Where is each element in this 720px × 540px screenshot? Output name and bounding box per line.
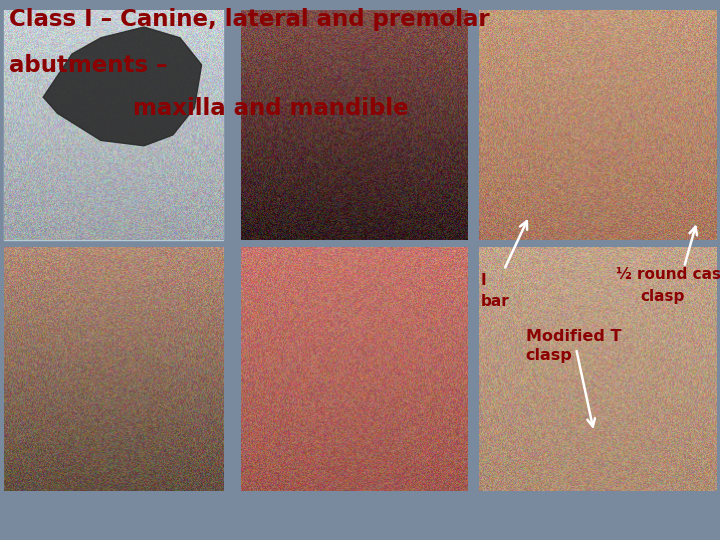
Text: bar: bar <box>481 294 510 309</box>
Polygon shape <box>43 27 202 146</box>
Bar <box>4 11 223 240</box>
Text: Class I – Canine, lateral and premolar: Class I – Canine, lateral and premolar <box>9 8 490 31</box>
Text: clasp: clasp <box>526 348 572 363</box>
Text: maxilla and mandible: maxilla and mandible <box>133 97 409 120</box>
Text: I: I <box>481 273 487 288</box>
Text: clasp: clasp <box>641 289 685 304</box>
Text: abutments –: abutments – <box>9 54 167 77</box>
Text: Modified T: Modified T <box>526 329 621 345</box>
Text: ½ round cast: ½ round cast <box>616 267 720 282</box>
